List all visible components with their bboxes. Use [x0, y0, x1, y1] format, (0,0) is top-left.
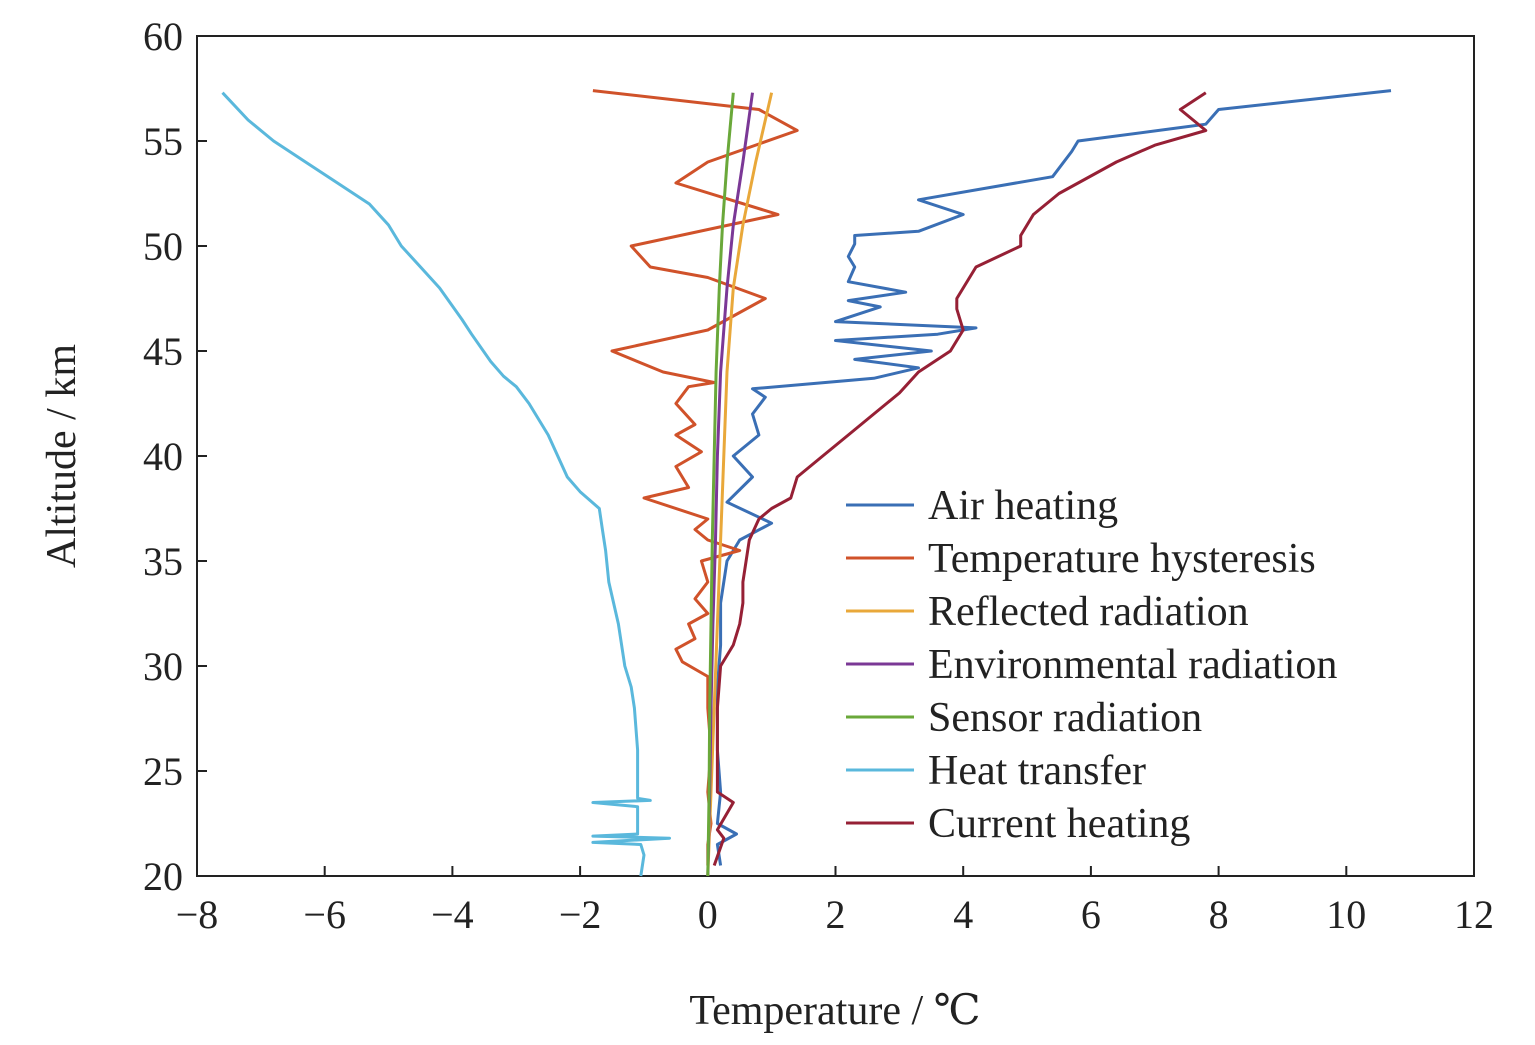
y-tick-label: 40 [143, 434, 183, 479]
y-axis-label: Altitude / km [39, 344, 85, 568]
x-tick-label: 6 [1081, 892, 1101, 937]
plot-area [196, 35, 1475, 877]
legend-label: Heat transfer [928, 748, 1146, 794]
legend-label: Reflected radiation [928, 589, 1249, 635]
legend-label: Temperature hysteresis [928, 536, 1316, 582]
series-lines [221, 89, 1392, 877]
legend-label: Environmental radiation [928, 642, 1337, 688]
series-line-sensor-radiation [706, 92, 735, 877]
y-tick-label: 60 [143, 14, 183, 59]
series-line-air-heating [715, 89, 1392, 866]
series-line-temperature-hysteresis [592, 89, 799, 866]
y-tick-label: 20 [143, 854, 183, 899]
x-axis-label: Temperature / ℃ [689, 988, 980, 1034]
y-tick-label: 50 [143, 224, 183, 269]
x-tick-label: 12 [1454, 892, 1494, 937]
y-tick-label: 30 [143, 644, 183, 689]
x-tick-label: 0 [698, 892, 718, 937]
x-tick-label: 2 [826, 892, 846, 937]
series-line-heat-transfer [221, 91, 671, 877]
x-tick-label: −6 [303, 892, 346, 937]
legend-label: Current heating [928, 801, 1190, 847]
series-line-reflected-radiation [706, 92, 774, 877]
x-axis-ticks: −8 −6 −4 −2 0 2 4 6 8 10 12 [176, 866, 1494, 937]
legend-label: Air heating [928, 483, 1118, 529]
x-tick-label: −2 [559, 892, 602, 937]
y-tick-label: 55 [143, 119, 183, 164]
series-line-current-heating [712, 91, 1208, 866]
y-axis-ticks: 20 25 30 35 40 45 50 55 60 [143, 14, 207, 899]
y-tick-label: 25 [143, 749, 183, 794]
x-tick-label: −4 [431, 892, 474, 937]
x-tick-label: 10 [1326, 892, 1366, 937]
x-tick-label: 8 [1209, 892, 1229, 937]
x-tick-label: −8 [176, 892, 219, 937]
y-tick-label: 35 [143, 539, 183, 584]
legend: Air heating Temperature hysteresis Reflect… [846, 483, 1337, 847]
x-tick-label: 4 [953, 892, 973, 937]
y-tick-label: 45 [143, 329, 183, 374]
legend-label: Sensor radiation [928, 695, 1202, 741]
